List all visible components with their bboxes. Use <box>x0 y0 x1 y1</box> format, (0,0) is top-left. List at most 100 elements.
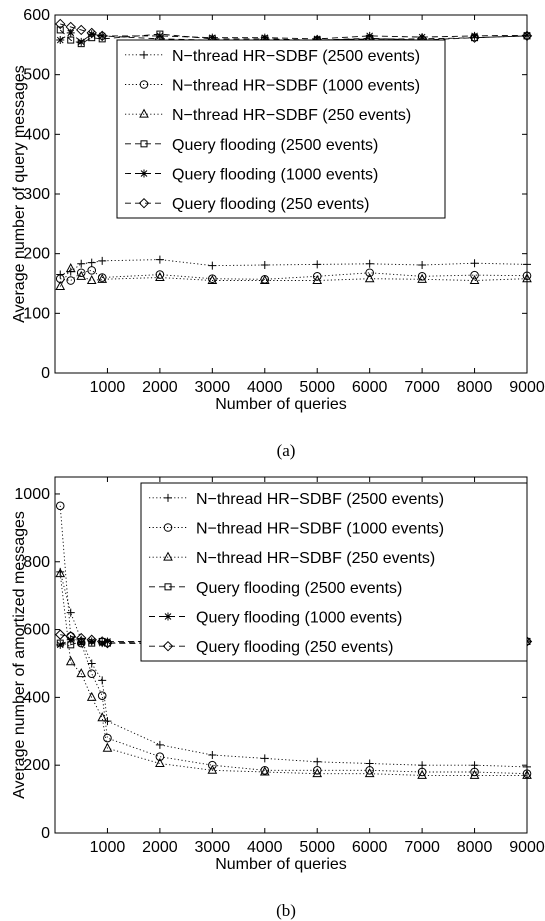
legend-marker <box>164 612 172 621</box>
legend-label: Query flooding (250 events) <box>196 639 393 656</box>
data-point <box>102 637 113 649</box>
data-point <box>207 764 218 774</box>
x-tick-label: 5000 <box>299 379 335 396</box>
data-point <box>418 33 427 42</box>
data-point <box>365 31 374 40</box>
x-tick-label: 4000 <box>247 379 283 396</box>
data-point <box>208 261 217 270</box>
data-point <box>56 640 65 649</box>
series-line <box>59 505 528 775</box>
y-tick-label: 200 <box>23 246 50 263</box>
data-point <box>469 32 480 43</box>
data-point <box>260 33 269 42</box>
data-point <box>155 740 164 749</box>
data-point <box>97 273 107 282</box>
chart-panel-a: 1000 2000 3000 4000 5000 6000 7000 8000 9000 0 100… <box>11 7 545 460</box>
y-tick-label: 0 <box>41 825 50 842</box>
x-tick-label: 1000 <box>90 839 126 856</box>
data-point <box>470 270 479 280</box>
y-tick-label: 600 <box>23 622 50 639</box>
data-point <box>155 757 165 767</box>
data-point <box>313 757 322 766</box>
data-point <box>55 629 66 640</box>
data-point <box>417 273 427 283</box>
data-point <box>155 752 165 762</box>
x-tick-label: 6000 <box>352 839 388 856</box>
data-point <box>66 28 75 37</box>
x-tick-label: 3000 <box>195 379 231 396</box>
legend-label: Query flooding (250 events) <box>172 196 369 213</box>
legend-item: Query flooding (250 events) <box>149 639 393 656</box>
legend-item: Query flooding (250 events) <box>125 196 369 213</box>
data-point <box>155 255 164 264</box>
data-point <box>87 258 96 267</box>
chart-panel-b: 1000 2000 3000 4000 5000 6000 7000 8000 9000 0 200… <box>11 476 545 920</box>
series-line <box>59 571 528 768</box>
x-axis-label: Number of queries <box>215 856 347 873</box>
x-tick-label: 1000 <box>90 379 126 396</box>
data-point <box>55 280 66 290</box>
y-tick-label: 100 <box>23 305 50 322</box>
data-point <box>523 31 531 40</box>
data-point <box>55 18 66 30</box>
data-point <box>522 769 532 779</box>
data-point <box>313 34 322 43</box>
data-point <box>312 274 323 285</box>
data-point <box>97 712 108 722</box>
legend-marker <box>163 523 173 532</box>
legend-label: Query flooding (2500 events) <box>196 580 402 597</box>
x-tick-label: 6000 <box>352 379 388 396</box>
data-point <box>76 268 86 278</box>
data-point <box>86 274 97 285</box>
legend-label: N−thread HR−SDBF (1000 events) <box>196 521 444 538</box>
data-point <box>77 37 86 46</box>
series-3 <box>55 568 532 779</box>
data-point <box>77 259 86 268</box>
legend-box <box>140 482 528 662</box>
x-tick-label: 7000 <box>404 379 440 396</box>
data-point <box>87 669 97 678</box>
legend-label: Query flooding (1000 events) <box>196 610 402 627</box>
data-point <box>65 21 76 33</box>
series-line <box>60 23 528 41</box>
legend-marker <box>140 140 148 148</box>
data-point <box>364 273 375 283</box>
data-point <box>76 632 87 644</box>
x-tick-label: 3000 <box>195 839 231 856</box>
legend: N−thread HR−SDBF (2500 events) N−thread H… <box>116 39 446 219</box>
legend-label: Query flooding (1000 events) <box>172 167 378 184</box>
x-tick-label: 7000 <box>404 839 440 856</box>
data-point <box>521 30 533 42</box>
x-tick-label: 2000 <box>142 839 178 856</box>
data-point <box>87 30 96 39</box>
series-2 <box>55 266 532 285</box>
legend: N−thread HR−SDBF (2500 events) N−thread H… <box>140 482 528 662</box>
legend-item: N−thread HR−SDBF (1000 events) <box>149 521 444 538</box>
data-point <box>87 266 97 275</box>
data-point <box>470 767 479 777</box>
x-tick-label: 4000 <box>247 839 283 856</box>
legend-marker <box>140 169 148 178</box>
data-point <box>98 639 107 648</box>
legend-marker <box>163 551 173 561</box>
data-point <box>522 271 532 281</box>
data-point <box>76 668 87 678</box>
data-point <box>208 33 217 42</box>
data-point <box>470 259 479 268</box>
data-point <box>208 751 217 760</box>
data-point <box>155 31 164 40</box>
series-line <box>60 259 528 276</box>
data-point <box>208 274 217 284</box>
y-tick-label: 600 <box>23 7 50 24</box>
x-tick-label: 9000 <box>509 839 545 856</box>
x-axis-label: Number of queries <box>215 396 347 413</box>
legend-marker <box>138 197 150 209</box>
legend-item: Query flooding (2500 events) <box>149 580 402 597</box>
legend-item: N−thread HR−SDBF (250 events) <box>125 107 411 124</box>
legend-label: N−thread HR−SDBF (1000 events) <box>172 78 420 95</box>
data-point <box>56 36 65 45</box>
legend-label: N−thread HR−SDBF (2500 events) <box>196 491 444 508</box>
data-point <box>97 691 107 700</box>
data-point <box>87 637 96 646</box>
